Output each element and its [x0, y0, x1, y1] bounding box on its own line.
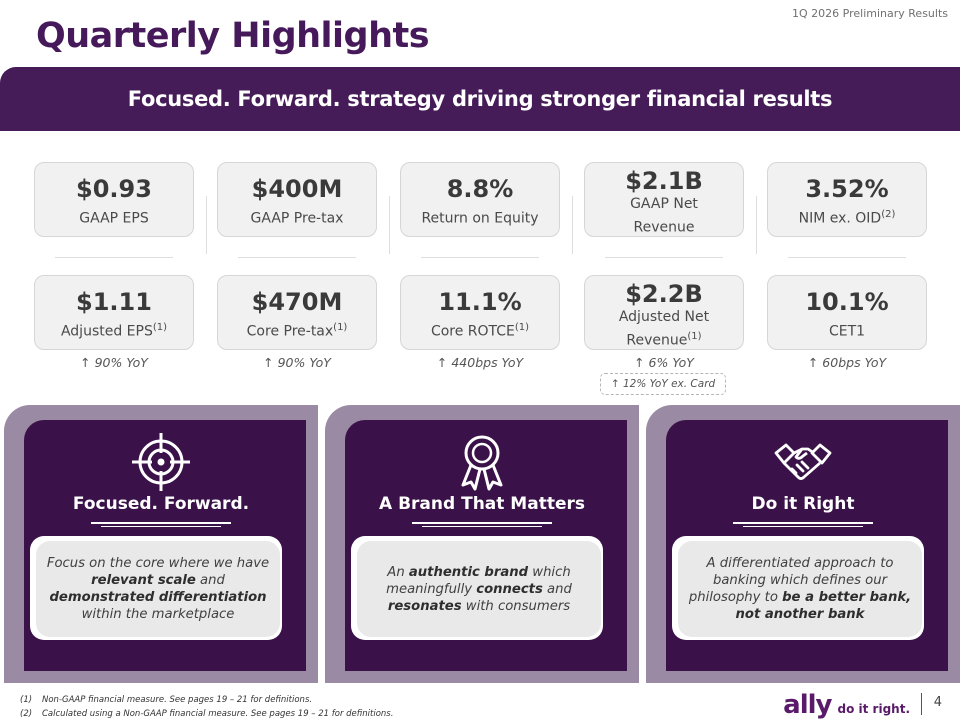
metric-label: Adjusted Net Revenue(1)	[618, 309, 710, 349]
metric-value: 8.8%	[446, 175, 514, 203]
metric-value: $2.2B	[625, 280, 703, 308]
row-divider	[55, 257, 173, 258]
metric-label: Core ROTCE(1)	[430, 322, 530, 340]
row-divider	[605, 257, 723, 258]
page-title: Quarterly Highlights	[36, 16, 430, 56]
title-underline	[101, 526, 221, 527]
title-underline	[412, 522, 552, 524]
yoy-ex-card-note: ↑ 12% YoY ex. Card	[600, 373, 726, 395]
banner-text: Focused. Forward. strategy driving stron…	[127, 87, 833, 111]
title-underline	[743, 526, 863, 527]
yoy-change: ↑ 90% YoY	[263, 355, 331, 370]
metric-gaap-pretax: $400M GAAP Pre-tax	[217, 162, 377, 237]
metric-nim-ex-oid: 3.52% NIM ex. OID(2)	[767, 162, 927, 237]
metric-return-on-equity: 8.8% Return on Equity	[400, 162, 560, 237]
metric-label: GAAP Pre-tax	[250, 210, 344, 227]
title-underline	[422, 526, 542, 527]
column-divider	[572, 196, 573, 254]
metric-label: CET1	[828, 323, 866, 340]
card-title: A Brand That Matters	[379, 494, 585, 514]
title-underline	[733, 522, 873, 524]
footnote: (1) Non-GAAP financial measure. See pages…	[20, 695, 313, 705]
yoy-change: ↑ 6% YoY	[634, 355, 694, 370]
metric-value: 11.1%	[438, 288, 522, 316]
card-description: Focus on the core where we have relevant…	[36, 541, 280, 637]
metric-label: GAAP EPS	[79, 210, 149, 227]
handshake-icon	[774, 443, 832, 480]
metric-value: $1.11	[76, 288, 152, 316]
title-underline	[91, 522, 231, 524]
metric-label: GAAP Net Revenue	[630, 196, 698, 236]
yoy-change: ↑ 60bps YoY	[807, 355, 887, 370]
target-icon	[132, 433, 190, 491]
metric-adjusted-net-revenue: $2.2B Adjusted Net Revenue(1)	[584, 275, 744, 350]
metric-cet1: 10.1% CET1	[767, 275, 927, 350]
card-description: An authentic brand which meaningfully co…	[357, 541, 601, 637]
row-divider	[421, 257, 539, 258]
metric-value: $470M	[251, 288, 343, 316]
metric-label: Core Pre-tax(1)	[246, 322, 348, 340]
card-description: A differentiated approach to banking whi…	[678, 541, 922, 637]
pillar-card-brand-that-matters: A Brand That Matters An authentic brand …	[325, 405, 639, 683]
yoy-change: ↑ 440bps YoY	[436, 355, 524, 370]
metric-label: NIM ex. OID(2)	[798, 209, 896, 227]
page-number: 4	[933, 695, 942, 710]
yoy-change: ↑ 90% YoY	[80, 355, 148, 370]
metric-core-pretax: $470M Core Pre-tax(1)	[217, 275, 377, 350]
column-divider	[756, 196, 757, 254]
metric-core-rotce: 11.1% Core ROTCE(1)	[400, 275, 560, 350]
metric-value: 10.1%	[805, 288, 889, 316]
card-title: Do it Right	[751, 494, 855, 514]
metric-adjusted-eps: $1.11 Adjusted EPS(1)	[34, 275, 194, 350]
pillar-card-focused-forward: Focused. Forward. Focus on the core wher…	[4, 405, 318, 683]
column-divider	[389, 196, 390, 254]
document-label: 1Q 2026 Preliminary Results	[792, 7, 948, 20]
metric-value: $400M	[251, 175, 343, 203]
metric-value: $2.1B	[625, 167, 703, 195]
metric-label: Adjusted EPS(1)	[60, 322, 168, 340]
award-ribbon-icon	[461, 435, 503, 491]
metric-value: $0.93	[76, 175, 152, 203]
row-divider	[238, 257, 356, 258]
column-divider	[206, 196, 207, 254]
strategy-banner: Focused. Forward. strategy driving stron…	[0, 67, 960, 131]
metric-label: Return on Equity	[421, 210, 539, 227]
metric-gaap-net-revenue: $2.1B GAAP Net Revenue	[584, 162, 744, 237]
ally-logo: ally do it right.	[783, 690, 910, 720]
footer-divider	[921, 693, 922, 715]
pillar-card-do-it-right: Do it Right A differentiated approach to…	[646, 405, 960, 683]
footnotes: (1) Non-GAAP financial measure. See pages…	[20, 693, 393, 720]
card-title: Focused. Forward.	[72, 494, 250, 514]
metric-gaap-eps: $0.93 GAAP EPS	[34, 162, 194, 237]
row-divider	[788, 257, 906, 258]
footnote: (2) Calculated using a Non-GAAP financial…	[20, 709, 394, 719]
metric-value: 3.52%	[805, 175, 889, 203]
